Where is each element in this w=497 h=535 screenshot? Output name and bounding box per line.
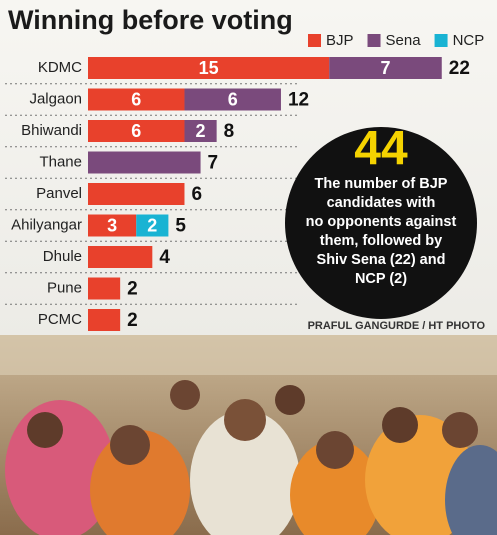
category-label: Pune: [47, 279, 82, 296]
callout-text: them, followed by: [320, 233, 442, 249]
segment-label: 2: [196, 121, 206, 141]
category-label: KDMC: [38, 59, 82, 76]
callout-text: NCP (2): [355, 271, 407, 287]
bar-segment: [329, 57, 442, 79]
total-label: 4: [159, 247, 170, 268]
total-label: 2: [127, 279, 138, 300]
photo: [0, 335, 497, 535]
bar-segment: [88, 88, 185, 111]
legend-label: NCP: [453, 32, 485, 49]
segment-label: 7: [380, 58, 390, 78]
bar-segment: [88, 309, 121, 331]
bar-segment: [88, 151, 201, 174]
bar-segment: [184, 88, 281, 111]
bar-segment: [88, 214, 137, 237]
category-label: Dhule: [43, 248, 82, 265]
legend-swatch: [367, 34, 381, 47]
total-label: 7: [208, 153, 219, 174]
segment-label: 6: [131, 121, 141, 141]
chart-title: Winning before voting: [8, 5, 293, 35]
category-label: Ahilyangar: [11, 216, 82, 233]
total-label: 22: [449, 58, 470, 79]
total-label: 2: [127, 310, 138, 331]
bar-segment: [184, 120, 217, 142]
segment-label: 6: [228, 89, 238, 109]
bar-segment: [88, 183, 185, 205]
category-label: Jalgaon: [29, 90, 82, 107]
callout-text: no opponents against: [306, 214, 457, 230]
callout-value: 44: [354, 123, 408, 176]
segment-label: 3: [107, 215, 117, 235]
total-label: 6: [191, 184, 202, 205]
segment-label: 2: [147, 215, 157, 235]
total-label: 5: [175, 216, 186, 237]
category-label: Panvel: [36, 185, 82, 202]
photo-credit: PRAFUL GANGURDE / HT PHOTO: [308, 320, 486, 332]
legend-swatch: [308, 34, 321, 47]
category-label: Bhiwandi: [21, 122, 82, 139]
bar-segment: [88, 57, 330, 79]
callout-text: The number of BJP: [315, 176, 448, 192]
legend-label: Sena: [386, 32, 422, 49]
total-label: 12: [288, 90, 309, 111]
legend-label: BJP: [326, 32, 354, 49]
category-label: PCMC: [38, 311, 82, 328]
legend-swatch: [434, 34, 448, 47]
bar-segment: [136, 214, 169, 237]
callout-text: Shiv Sena (22) and: [317, 252, 446, 268]
bar-segment: [88, 120, 185, 142]
bar-segment: [88, 246, 153, 268]
segment-label: 6: [131, 89, 141, 109]
callout-text: candidates with: [327, 195, 436, 211]
total-label: 8: [224, 121, 235, 142]
callout-circle: [285, 127, 477, 319]
bar-segment: [88, 277, 121, 300]
segment-label: 15: [199, 58, 219, 78]
category-label: Thane: [39, 153, 82, 170]
